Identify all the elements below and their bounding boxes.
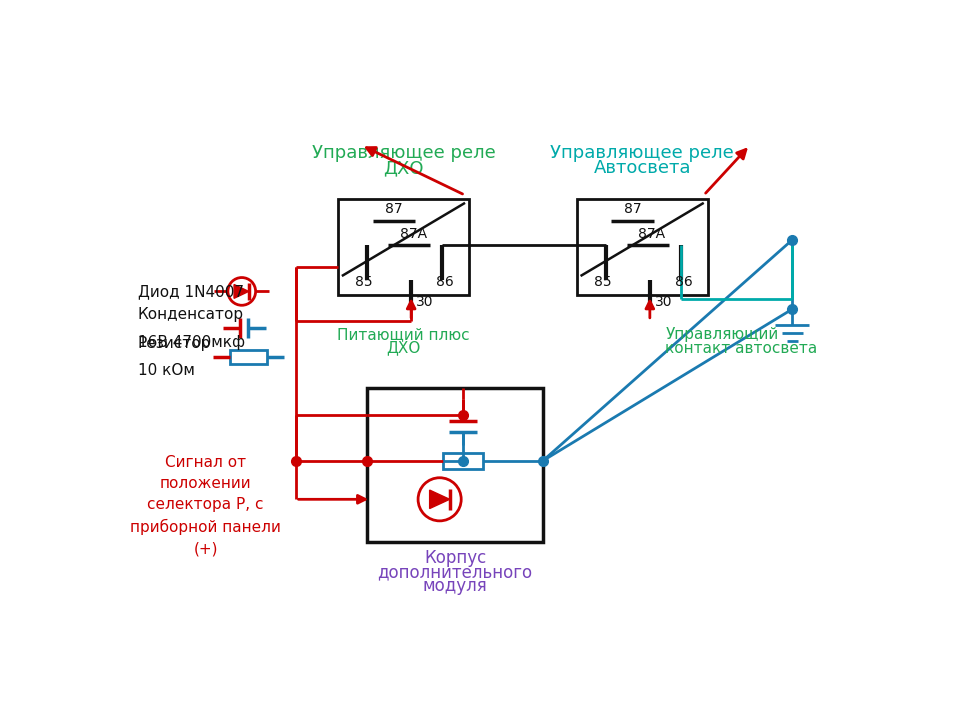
Text: ДХО: ДХО bbox=[383, 159, 423, 178]
Text: 85: 85 bbox=[594, 275, 612, 289]
Text: 10 кОм: 10 кОм bbox=[138, 363, 195, 378]
Text: Конденсатор: Конденсатор bbox=[138, 307, 244, 323]
Text: 86: 86 bbox=[675, 275, 692, 289]
Circle shape bbox=[228, 277, 255, 305]
Text: 87: 87 bbox=[624, 202, 641, 216]
Text: 86: 86 bbox=[436, 275, 454, 289]
Text: 30: 30 bbox=[416, 295, 433, 309]
Text: Резистор: Резистор bbox=[138, 336, 211, 351]
Text: 87: 87 bbox=[385, 202, 402, 216]
Text: Управляющее реле: Управляющее реле bbox=[312, 144, 495, 162]
Text: Управляющий: Управляющий bbox=[665, 327, 779, 342]
Text: модуля: модуля bbox=[422, 577, 488, 595]
Text: Сигнал от
положении
селектора Р, с
приборной панели
(+): Сигнал от положении селектора Р, с прибо… bbox=[131, 456, 281, 556]
Text: дополнительного: дополнительного bbox=[377, 563, 533, 581]
Bar bbox=[577, 199, 708, 296]
Text: 85: 85 bbox=[355, 275, 373, 289]
Text: 16В 4700мкф: 16В 4700мкф bbox=[138, 335, 245, 349]
Text: 30: 30 bbox=[655, 295, 672, 309]
Text: Управляющее реле: Управляющее реле bbox=[550, 144, 734, 162]
Polygon shape bbox=[430, 490, 449, 509]
Text: контакт автосвета: контакт автосвета bbox=[665, 341, 818, 356]
Text: 87A: 87A bbox=[399, 226, 426, 240]
Bar bbox=[443, 453, 483, 469]
Text: Автосвета: Автосвета bbox=[593, 159, 691, 178]
Bar bbox=[338, 199, 468, 296]
Circle shape bbox=[418, 478, 461, 521]
Text: Корпус: Корпус bbox=[424, 550, 486, 567]
Bar bbox=[368, 387, 542, 542]
Polygon shape bbox=[234, 285, 249, 298]
Text: Диод 1N4007: Диод 1N4007 bbox=[138, 284, 244, 299]
Text: ДХО: ДХО bbox=[386, 341, 420, 356]
Text: Питающий плюс: Питающий плюс bbox=[337, 327, 469, 342]
Text: 87A: 87A bbox=[638, 226, 665, 240]
Bar bbox=[230, 350, 267, 364]
